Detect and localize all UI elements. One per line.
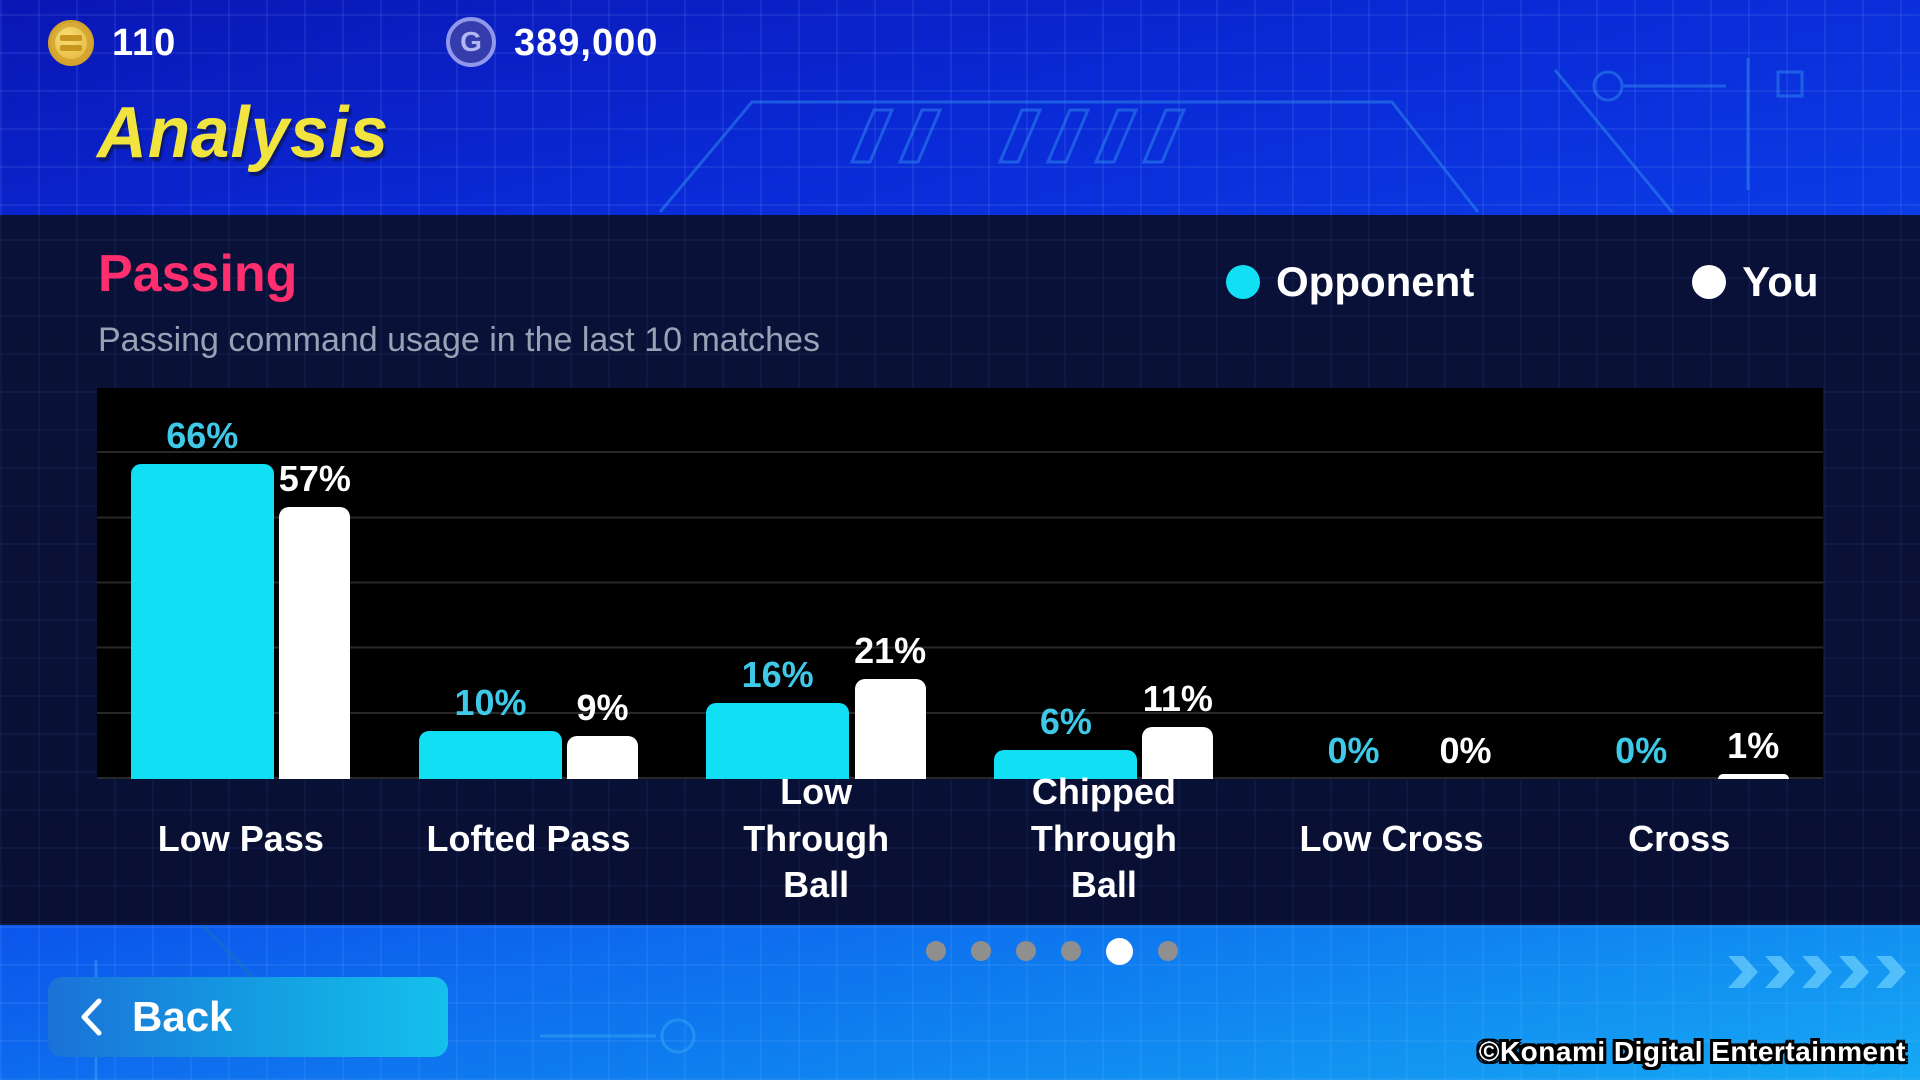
bar-value-label: 66%: [166, 415, 239, 456]
analysis-panel: Passing Opponent You Passing command usag…: [0, 215, 1920, 925]
legend-item: Opponent: [1226, 261, 1474, 303]
pagination-dot[interactable]: [1016, 941, 1036, 961]
bar-value-label: 16%: [741, 654, 814, 695]
bar-value-label: 57%: [278, 458, 351, 499]
chevron-right-icon: [1728, 956, 1758, 988]
bar-value-label: 0%: [1327, 730, 1380, 771]
coin-amount: 110: [112, 22, 177, 64]
legend-dot-icon: [1692, 265, 1727, 299]
bar-value-label: 11%: [1142, 678, 1213, 719]
bar-column: 21%: [854, 388, 926, 779]
bar-value-label: 6%: [1039, 701, 1092, 742]
bar-column: 0%: [1570, 388, 1713, 779]
bar-group: 16% 21%: [672, 388, 960, 779]
bar-column: 10%: [419, 388, 562, 779]
pagination-dot[interactable]: [926, 941, 946, 961]
category-label: Low Through Ball: [743, 770, 890, 906]
bar: [854, 679, 926, 779]
bar-group: 0% 0%: [1248, 388, 1536, 779]
bar-value-label: 0%: [1615, 730, 1668, 771]
bar-column: 0%: [1430, 388, 1501, 779]
section-title: Passing: [98, 245, 298, 303]
coin-icon: [48, 20, 94, 66]
pagination-dot-active[interactable]: [1106, 937, 1133, 965]
chart-legend: Opponent You: [1226, 261, 1819, 303]
pagination-dots: [926, 936, 1178, 966]
gp-amount: 389,000: [514, 22, 659, 64]
bar: [279, 507, 351, 779]
pagination-dot[interactable]: [1158, 941, 1178, 961]
copyright-notice: ©Konami Digital Entertainment: [1478, 1036, 1906, 1067]
category-label: Low Pass: [157, 817, 324, 859]
chart-subtitle: Passing command usage in the last 10 mat…: [98, 321, 820, 359]
legend-label: You: [1742, 258, 1819, 305]
chevron-right-icon: [1876, 956, 1906, 988]
bar-column: 16%: [706, 388, 850, 779]
legend-dot-icon: [1226, 265, 1260, 299]
chevron-right-icon: [1765, 956, 1795, 988]
legend-label: Opponent: [1276, 258, 1475, 305]
back-button-label: Back: [132, 993, 233, 1040]
bar-column: 0%: [1282, 388, 1425, 779]
legend-item: You: [1692, 258, 1819, 305]
bar-group: 10% 9%: [385, 388, 673, 779]
bar-column: 9%: [567, 388, 638, 779]
bar: [567, 736, 638, 779]
chevron-right-icon: [1802, 956, 1832, 988]
back-button[interactable]: Back: [48, 977, 448, 1057]
bar-value-label: 0%: [1439, 730, 1492, 771]
bar-column: 11%: [1142, 388, 1214, 779]
gp-icon: G: [446, 17, 496, 67]
chevron-right-icon: [1839, 956, 1869, 988]
bar-group: 6% 11%: [960, 388, 1248, 779]
bar: [706, 703, 850, 779]
pagination-dot[interactable]: [971, 941, 991, 961]
bar: [1142, 727, 1214, 779]
bar-group: 0% 1%: [1535, 388, 1823, 779]
bar: [994, 750, 1138, 779]
bar-column: 6%: [994, 388, 1138, 779]
bar-value-label: 10%: [454, 682, 527, 723]
bar: [419, 731, 562, 779]
category-label: Low Cross: [1299, 817, 1484, 859]
bar-chart-plot: 66% 57% 10% 9% 16% 21% 6% 11% 0% 0% 0% 1%: [97, 388, 1823, 779]
category-label: Chipped Through Ball: [1030, 770, 1177, 906]
category-label: Cross: [1628, 817, 1731, 859]
chevron-left-icon: [81, 998, 102, 1036]
bar-column: 1%: [1717, 388, 1789, 779]
bar-value-label: 9%: [576, 687, 629, 728]
category-labels: Low Pass Lofted Pass Low Through Ball Chipp…: [97, 770, 1823, 906]
currency-bar: 110 G 389,000: [0, 0, 1920, 80]
bar-value-label: 21%: [854, 630, 927, 671]
bar: [1717, 774, 1789, 779]
bar-value-label: 1%: [1727, 725, 1780, 766]
forward-chevrons-decoration: [1728, 956, 1906, 988]
bar-column: 57%: [279, 388, 351, 779]
category-label: Lofted Pass: [426, 817, 631, 859]
bar-group: 66% 57%: [97, 388, 385, 779]
gp-symbol: G: [460, 26, 482, 57]
bar-column: 66%: [130, 388, 274, 779]
bar-chart: 66% 57% 10% 9% 16% 21% 6% 11% 0% 0% 0% 1% Low Pass L…: [97, 388, 1823, 906]
bar: [130, 464, 274, 779]
page-title: Analysis: [97, 93, 389, 173]
pagination-dot[interactable]: [1061, 941, 1081, 961]
